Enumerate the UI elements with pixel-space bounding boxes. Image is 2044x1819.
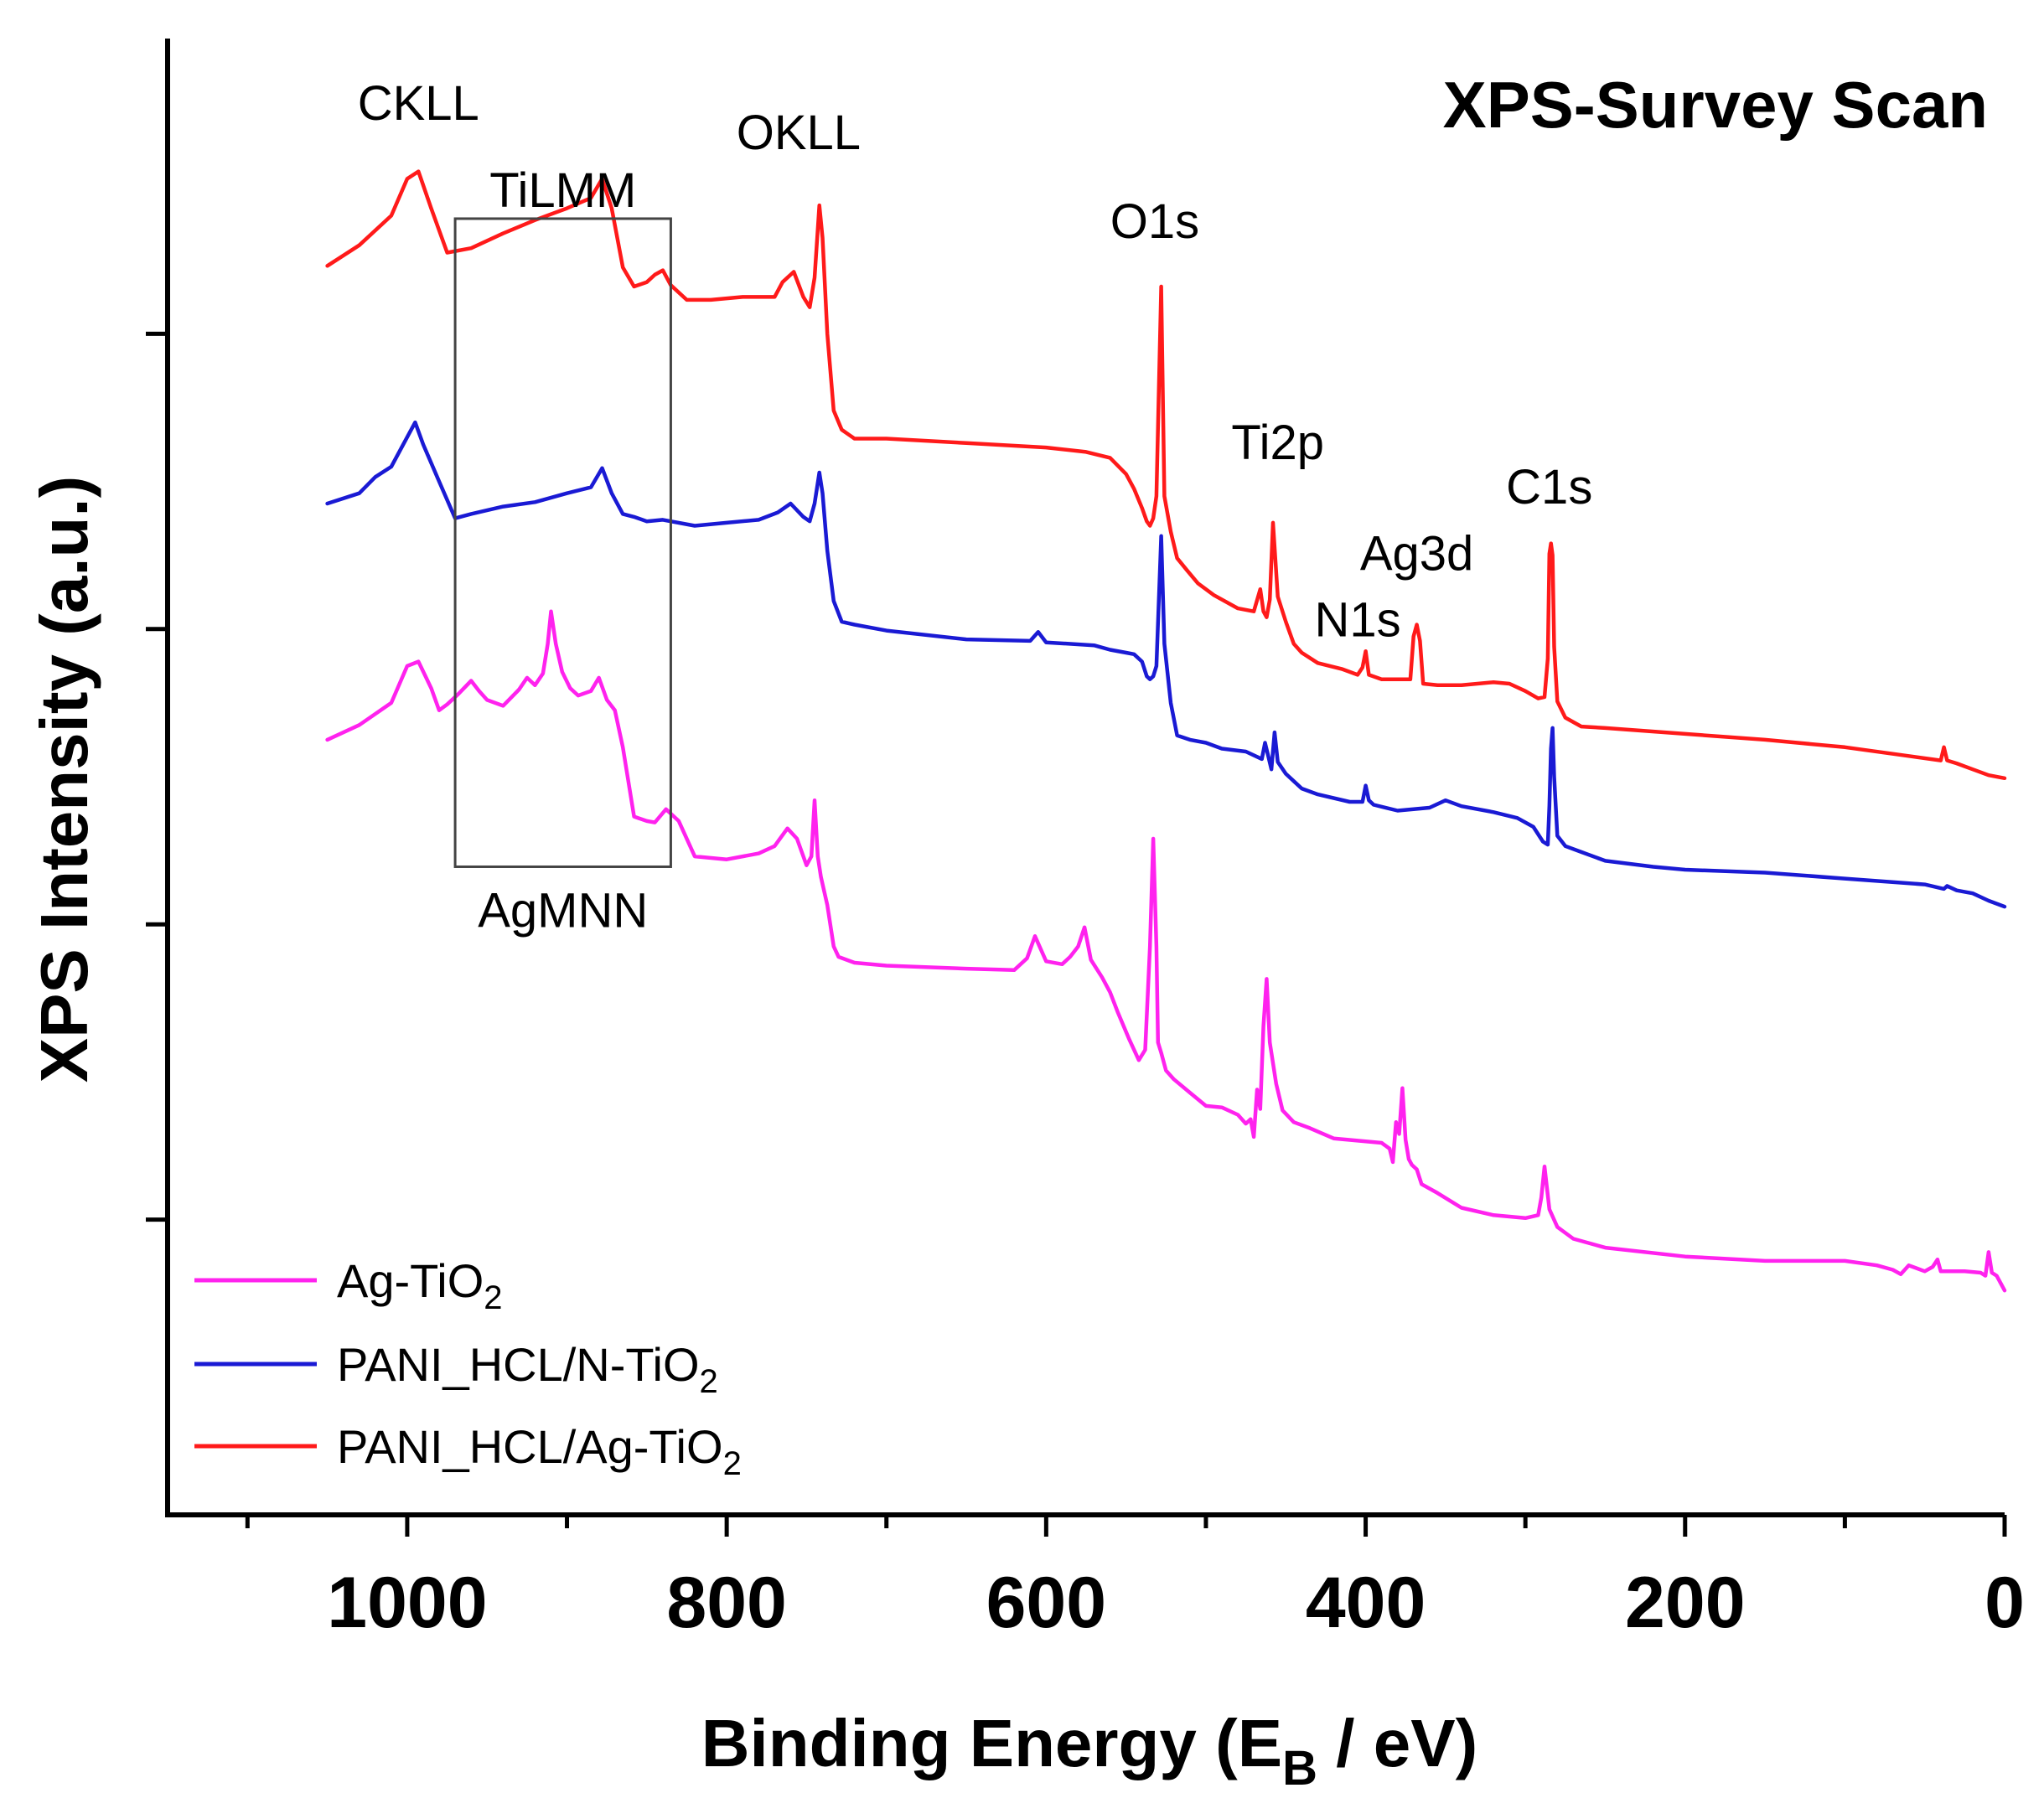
series-line-1: [325, 169, 2007, 781]
peak-label-okll: OKLL: [737, 106, 861, 160]
peak-label-ti2p: Ti2p: [1231, 416, 1324, 470]
x-tick-label: 1000: [327, 1563, 487, 1643]
series-line-2: [325, 420, 2007, 909]
legend-label-1: Ag-TiO2: [337, 1254, 503, 1316]
ticks-layer: 1000 800 600 400 200 0: [146, 331, 2025, 1643]
peak-label-ag3d: Ag3d: [1360, 526, 1473, 581]
x-axis-title-sub: B: [1282, 1741, 1317, 1796]
legend-label-3: PANI_HCL/Ag-TiO2: [337, 1420, 742, 1482]
x-axis-title-suffix: / eV): [1317, 1706, 1477, 1780]
x-tick-label: 800: [666, 1563, 787, 1643]
peak-labels-layer: CKLL OKLL O1s Ti2p C1s Ag3d N1s: [358, 76, 1593, 648]
x-tick-label: 600: [986, 1563, 1107, 1643]
x-tick-label: 0: [1984, 1563, 2025, 1643]
legend-label-2: PANI_HCL/N-TiO2: [337, 1338, 718, 1400]
peak-label-c1s: C1s: [1506, 460, 1592, 514]
region-box-layer: TiLMM AgMNN: [453, 163, 672, 938]
region-label-top: TiLMM: [489, 163, 636, 218]
series-layer: [325, 169, 2007, 1293]
series-line-3: [325, 609, 2007, 1293]
x-axis-title: Binding Energy (EB / eV): [701, 1706, 1477, 1796]
plot-frame: [165, 39, 2005, 1517]
axes-layer: [165, 39, 2005, 1517]
peak-label-o1s: O1s: [1110, 194, 1199, 249]
tilmm-agmnn-region-box: [453, 217, 672, 868]
x-tick-label: 400: [1306, 1563, 1426, 1643]
legend: Ag-TiO2 PANI_HCL/N-TiO2 PANI_HCL/Ag-TiO2: [194, 1254, 742, 1482]
x-tick-label: 200: [1625, 1563, 1746, 1643]
peak-label-ckll: CKLL: [358, 76, 479, 131]
chart-title: XPS-Survey Scan: [1443, 68, 1988, 142]
x-axis-title-main: Binding Energy (E: [701, 1706, 1282, 1780]
peak-label-n1s: N1s: [1314, 593, 1400, 648]
region-label-bottom: AgMNN: [478, 883, 648, 938]
y-axis-title: XPS Intensity (a.u.): [27, 476, 101, 1083]
